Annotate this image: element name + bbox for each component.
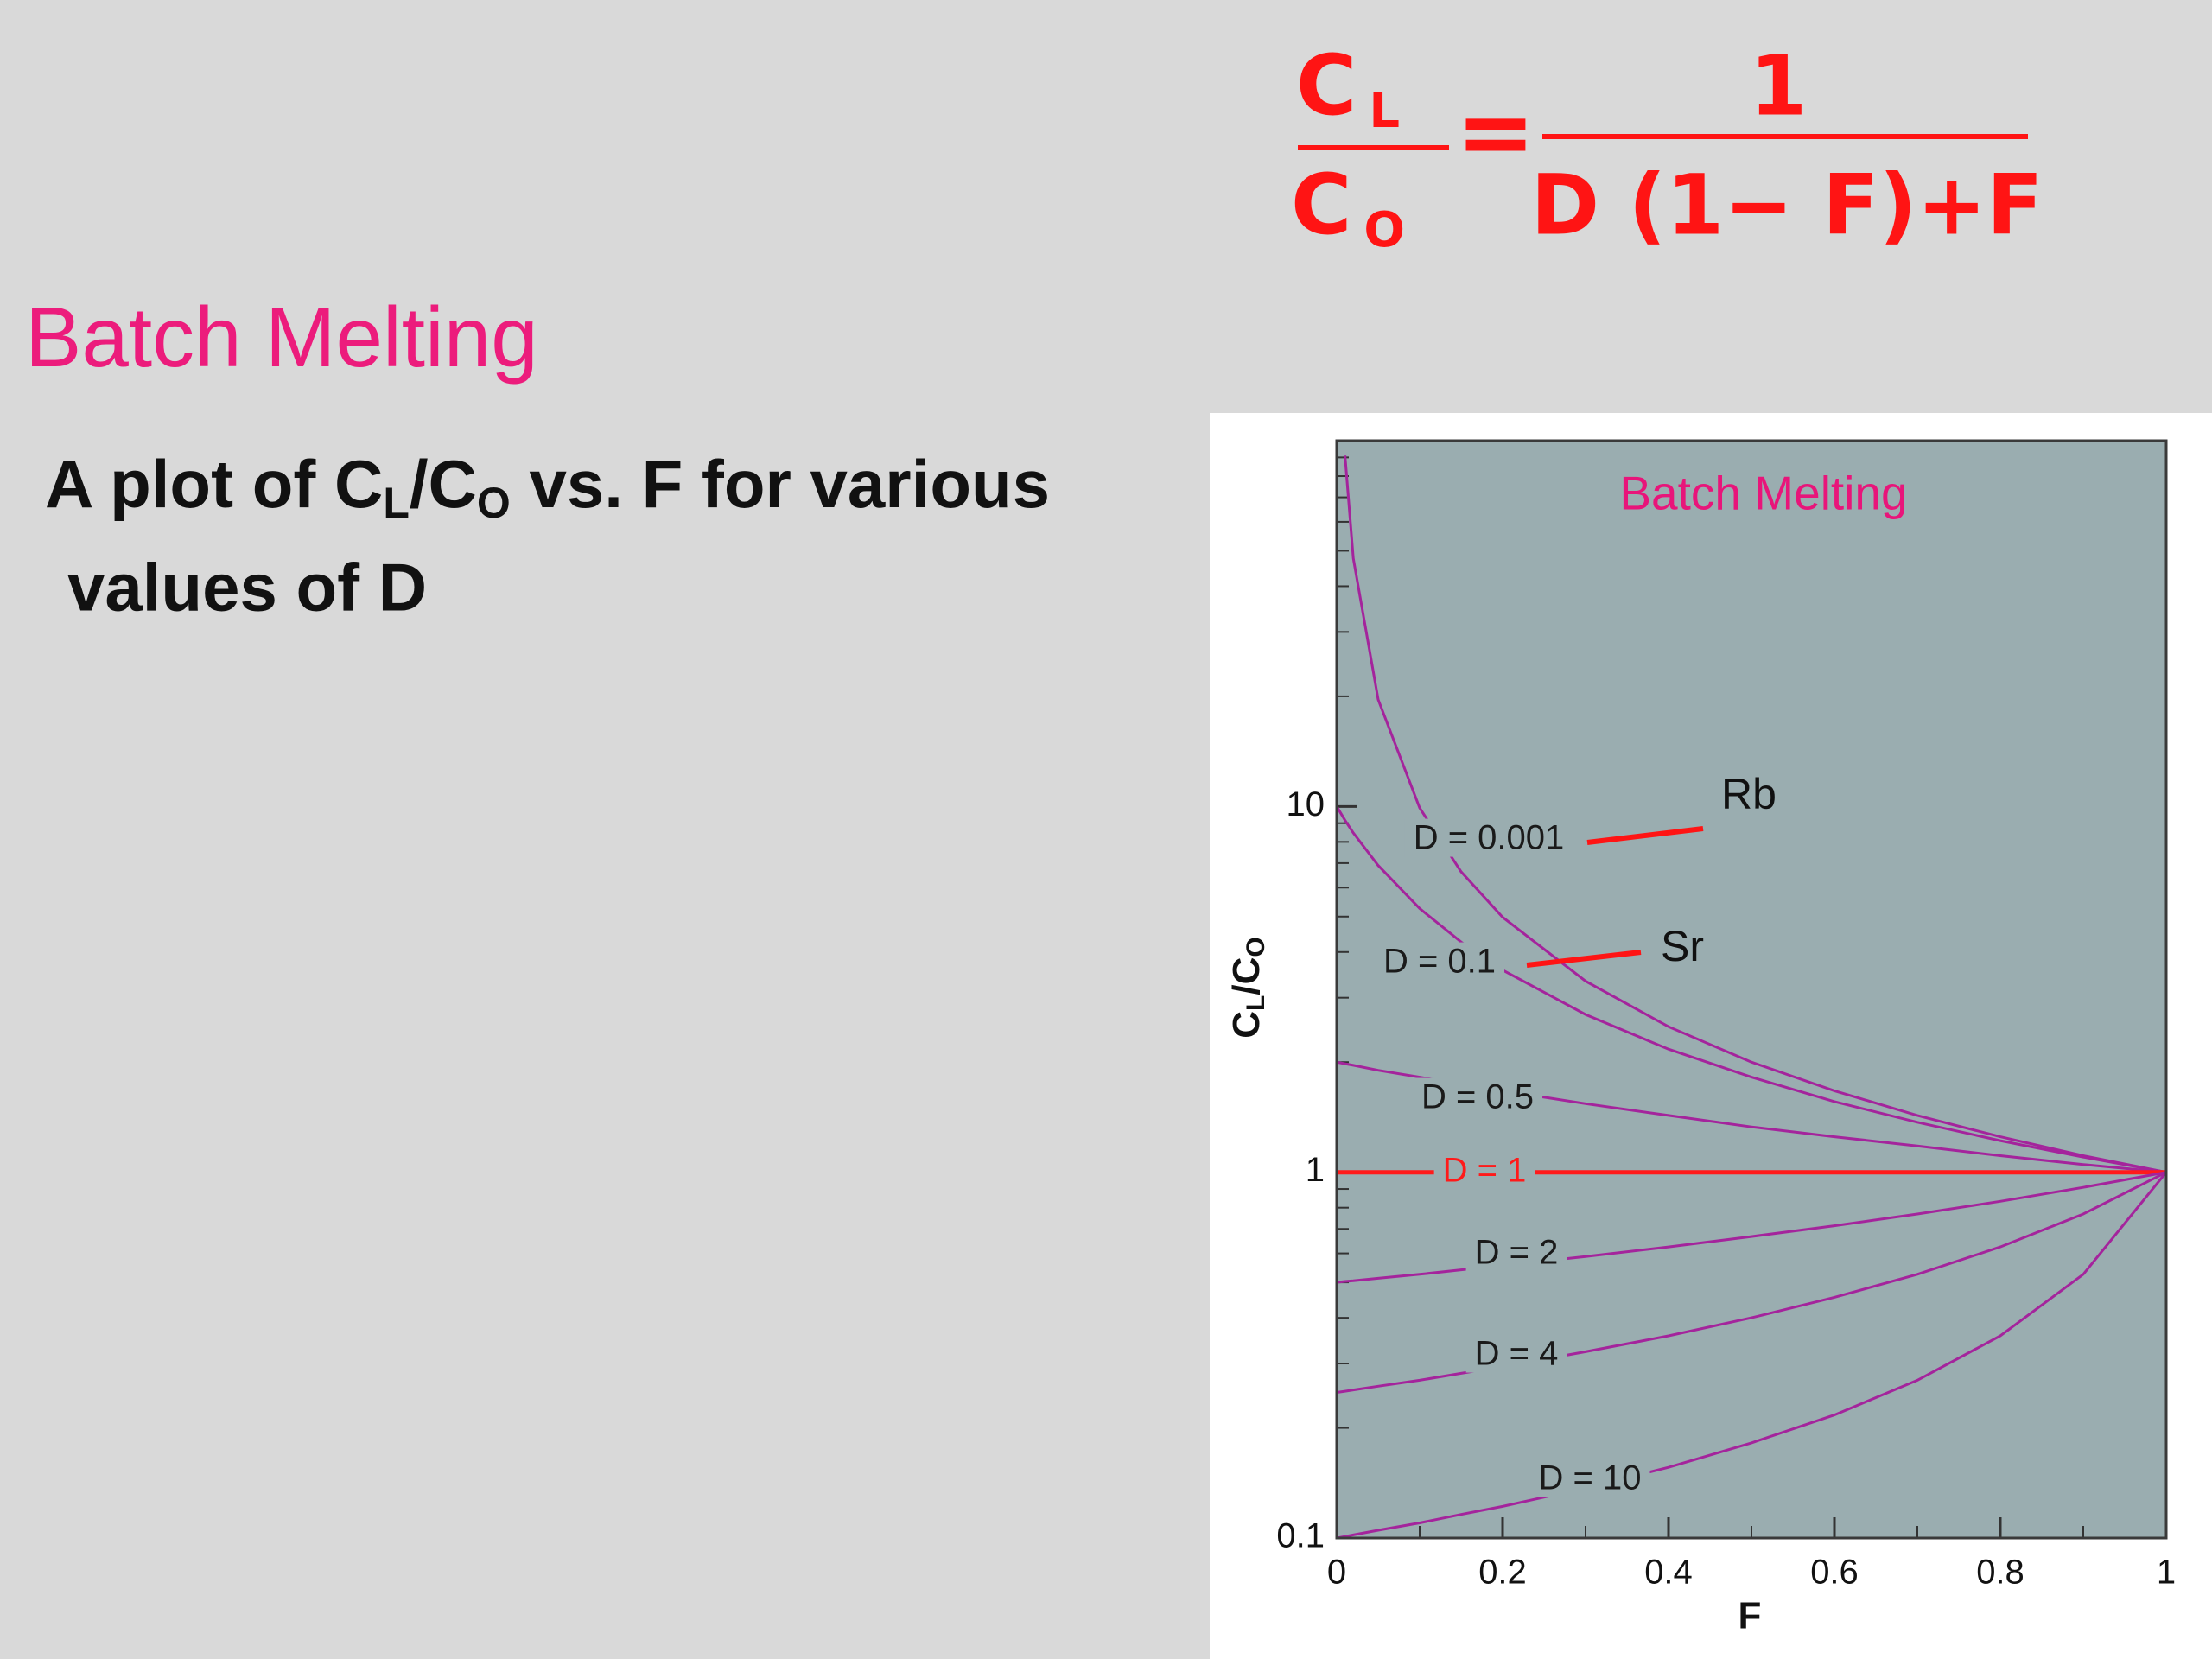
curve-label: D = 0.001	[1414, 819, 1565, 857]
slide-title: Batch Melting	[25, 289, 538, 385]
curve	[1337, 805, 2166, 1174]
y-axis-label-part: C	[1225, 1011, 1268, 1039]
label-gap	[1433, 1151, 1535, 1190]
x-tick-label: 1	[2157, 1554, 2176, 1592]
x-tick-label: 0	[1327, 1554, 1346, 1592]
label-gap	[1404, 818, 1573, 857]
body-text-part: vs. F for various	[511, 446, 1050, 522]
body-text-part: A plot of C	[45, 446, 383, 522]
x-tick-label: 0.8	[1976, 1554, 2024, 1592]
formula-subscript: O	[1363, 202, 1405, 258]
annotation-pointer	[1586, 826, 1704, 845]
chart-title: Batch Melting	[1619, 467, 1907, 520]
formula-rhs-denominator: D (1− F)+F	[1530, 156, 2043, 253]
formula-equals: =	[1456, 76, 1535, 187]
formula-symbol: C	[1291, 156, 1351, 253]
x-axis-label: F	[1738, 1595, 1762, 1637]
body-text: values of D	[67, 550, 427, 626]
y-tick-label: 1	[1306, 1151, 1325, 1189]
annotation-pointer	[1526, 950, 1642, 968]
label-gap	[1529, 1459, 1650, 1497]
curve	[1344, 455, 2166, 1174]
annotation: Sr	[1661, 922, 1704, 970]
y-tick-label: 0.1	[1276, 1517, 1325, 1555]
y-axis-label-part: /C	[1225, 957, 1268, 995]
curve-label: D = 0.1	[1383, 943, 1496, 981]
y-axis-label-subscript: O	[1242, 937, 1270, 957]
curve-label: D = 10	[1539, 1459, 1642, 1497]
curve-label: D = 1	[1443, 1152, 1527, 1190]
body-text-part: /C	[410, 446, 477, 522]
body-subscript: O	[477, 479, 511, 527]
y-tick-label: 10	[1287, 785, 1325, 823]
y-axis-label-subscript: L	[1242, 995, 1270, 1011]
curve-label: D = 4	[1475, 1335, 1559, 1373]
y-axis-label: CL/CO	[1225, 937, 1270, 1038]
x-tick-label: 0.4	[1644, 1554, 1693, 1592]
plot-border	[1335, 439, 2168, 1540]
x-tick-label: 0.2	[1478, 1554, 1527, 1592]
body-subscript: L	[383, 479, 410, 527]
label-gap	[1465, 1233, 1567, 1272]
annotation: Rb	[1721, 770, 1777, 818]
curve	[1337, 1171, 2166, 1394]
formula-symbol: C	[1296, 37, 1357, 134]
formula-rhs-numerator: 1	[1750, 37, 1808, 134]
curve	[1337, 1171, 2166, 1284]
x-tick-label: 0.6	[1810, 1554, 1859, 1592]
formula-subscript: L	[1369, 83, 1400, 139]
curve-label: D = 2	[1475, 1234, 1559, 1272]
label-gap	[1412, 1077, 1543, 1116]
label-gap	[1374, 942, 1505, 981]
body-text: A plot of CL/CO vs. F for various	[45, 446, 1050, 528]
label-gap	[1465, 1334, 1567, 1373]
curve	[1337, 1060, 2166, 1174]
curve-label: D = 0.5	[1421, 1078, 1534, 1116]
